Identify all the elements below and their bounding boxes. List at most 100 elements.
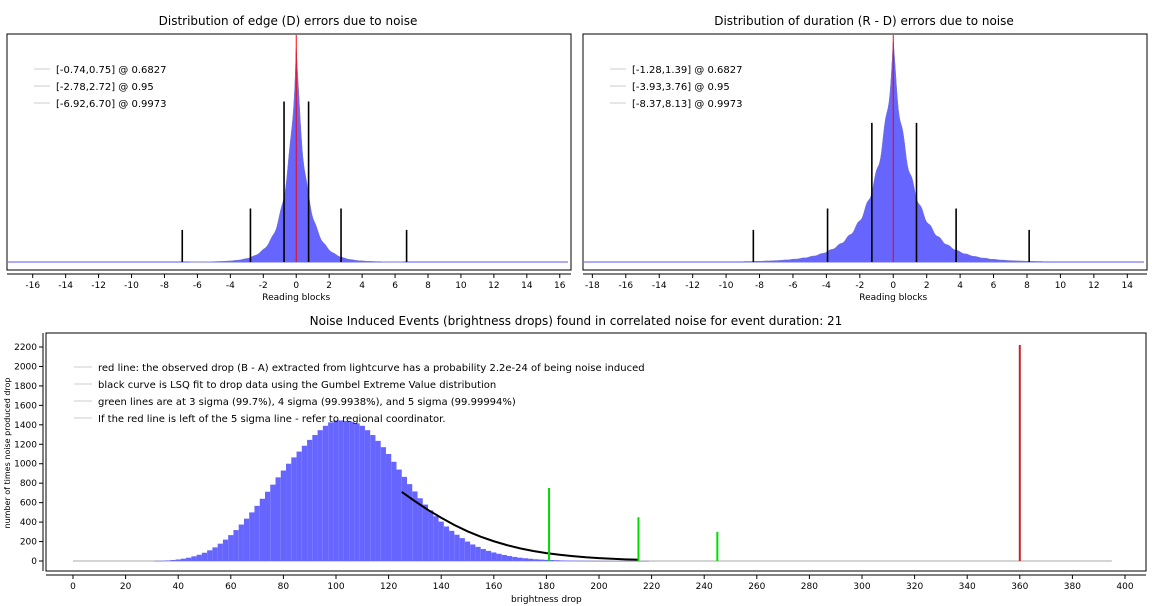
histogram-bar (296, 451, 302, 561)
histogram-bar (307, 439, 313, 561)
y-tick-label: 200 (20, 538, 37, 548)
histogram-bar (328, 422, 334, 561)
histogram-bar (159, 560, 166, 562)
histogram-bar (212, 547, 218, 561)
histogram-bar (422, 504, 429, 561)
histogram-bar (643, 560, 649, 562)
x-tick-label: -6 (193, 281, 202, 291)
x-tick-label: 16 (554, 281, 566, 291)
histogram-bar (522, 558, 528, 561)
histogram-bar (191, 556, 197, 561)
histogram-bar (385, 454, 392, 561)
x-tick-label: 360 (1011, 582, 1028, 592)
legend-label: If the red line is left of the 5 sigma l… (98, 414, 446, 425)
histogram-bar (543, 559, 550, 561)
x-tick-label: -8 (755, 281, 764, 291)
legend-label: [-3.93,3.76] @ 0.95 (632, 82, 730, 93)
histogram-bar (243, 518, 250, 561)
x-tick-label: -4 (822, 281, 831, 291)
histogram-bar (491, 552, 497, 561)
histogram-bar (165, 560, 171, 562)
x-tick-label: -2 (855, 281, 864, 291)
x-tick-label: 4 (359, 281, 365, 291)
x-axis-label: Reading blocks (262, 293, 330, 303)
histogram-bar (375, 440, 381, 561)
legend-label: black curve is LSQ fit to drop data usin… (98, 380, 496, 391)
x-tick-label: 180 (538, 582, 555, 592)
histogram-bar (596, 560, 602, 562)
histogram-bar (407, 484, 413, 561)
y-tick-label: 2200 (14, 343, 37, 353)
x-tick-label: 280 (801, 582, 818, 592)
histogram-bar (480, 549, 486, 561)
histogram-bar (359, 425, 365, 561)
histogram-bar (333, 420, 339, 561)
x-tick-label: 340 (959, 582, 976, 592)
x-tick-label: 0 (70, 582, 76, 592)
histogram-bar (559, 560, 565, 562)
noise-events-chart: Noise Induced Events (brightness drops) … (0, 306, 1152, 606)
legend-label: [-0.74,0.75] @ 0.6827 (56, 65, 166, 76)
edge-chart-title: Distribution of edge (D) errors due to n… (158, 14, 418, 28)
histogram-bar (343, 420, 350, 561)
histogram-bar (280, 470, 287, 561)
histogram-bar (170, 560, 176, 561)
histogram-bar (601, 560, 607, 562)
x-tick-label: 100 (327, 582, 344, 592)
histogram-bar (517, 557, 523, 561)
histogram-bar (301, 445, 308, 561)
histogram-bar (575, 560, 581, 562)
histogram-bar (286, 463, 292, 561)
legend-label: [-1.28,1.39] @ 0.6827 (632, 65, 742, 76)
x-tick-label: 6 (991, 281, 997, 291)
histogram-bar (470, 544, 476, 561)
x-tick-label: 10 (1055, 281, 1067, 291)
histogram-bar (275, 477, 281, 561)
x-tick-label: 2 (326, 281, 332, 291)
x-tick-label: 2 (924, 281, 930, 291)
x-tick-label: 4 (957, 281, 963, 291)
x-tick-label: 120 (380, 582, 397, 592)
histogram-bar (291, 457, 297, 561)
x-tick-label: 10 (455, 281, 467, 291)
histogram-bar (380, 447, 386, 561)
y-tick-label: 800 (20, 479, 37, 489)
histogram-bar (580, 560, 586, 562)
histogram-bar (554, 560, 560, 561)
histogram-bar (464, 541, 471, 561)
histogram-bar (638, 560, 644, 562)
histogram-bar (417, 498, 423, 561)
histogram-bar (354, 423, 360, 561)
x-tick-label: -12 (91, 281, 106, 291)
x-tick-label: 8 (1024, 281, 1030, 291)
x-tick-label: 140 (433, 582, 450, 592)
x-tick-label: -2 (259, 281, 268, 291)
histogram-bar (533, 559, 539, 561)
x-tick-label: -16 (25, 281, 40, 291)
x-tick-label: 12 (488, 281, 499, 291)
y-tick-label: 1200 (14, 440, 37, 450)
x-tick-label: 12 (1088, 281, 1099, 291)
histogram-bar (612, 560, 618, 562)
histogram-bar (527, 558, 534, 561)
y-axis-label: number of times noise produced drop (3, 378, 12, 529)
histogram-bar (196, 554, 202, 561)
histogram-bar (317, 430, 323, 561)
histogram-bar (585, 560, 592, 562)
histogram-bar (617, 560, 623, 562)
histogram-bar (443, 526, 450, 561)
histogram-bar (538, 559, 544, 561)
duration-chart-title: Distribution of duration (R - D) errors … (714, 14, 1014, 28)
x-tick-label: 20 (120, 582, 132, 592)
histogram-bar (228, 535, 234, 561)
gumbel-fit-curve (401, 491, 639, 561)
legend-label: green lines are at 3 sigma (99.7%), 4 si… (98, 397, 516, 408)
y-tick-label: 2000 (14, 362, 37, 372)
x-tick-label: 220 (643, 582, 660, 592)
histogram-bar (438, 521, 444, 561)
histogram-bar (591, 560, 597, 562)
histogram-bar (270, 484, 276, 561)
histogram-bar (312, 435, 318, 561)
x-tick-label: 60 (225, 582, 237, 592)
histogram-bar (222, 539, 229, 561)
